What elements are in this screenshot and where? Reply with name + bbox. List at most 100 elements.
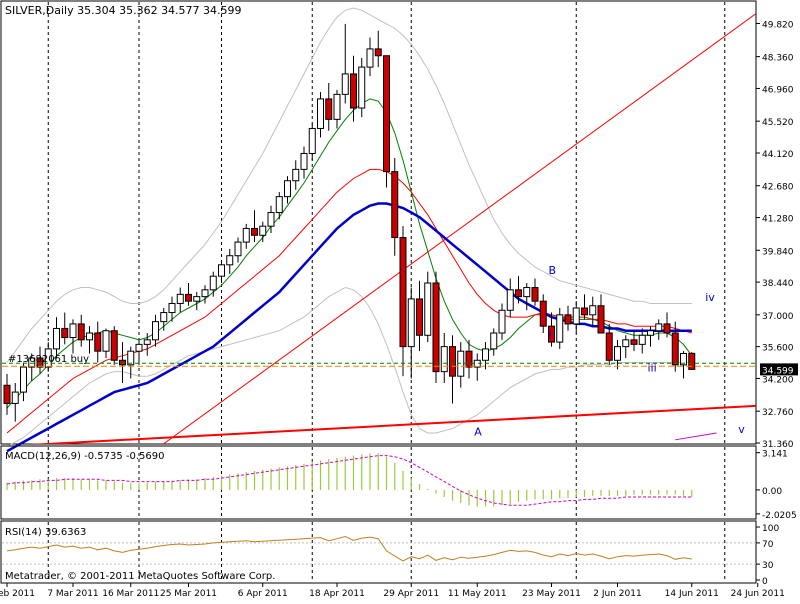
bull-candle bbox=[572, 307, 580, 325]
price-tick-label: 45.520 bbox=[762, 118, 794, 128]
copyright-text: Metatrader, © 2001-2011 MetaQuotes Softw… bbox=[5, 571, 275, 582]
price-tick-label: 34.200 bbox=[762, 375, 794, 385]
rsi-tick-label: 100 bbox=[762, 524, 779, 534]
last-price-label: 34.599 bbox=[762, 366, 794, 376]
bear-candle bbox=[581, 307, 588, 316]
date-tick-label: 25 Mar 2011 bbox=[160, 589, 217, 599]
rsi-grid bbox=[2, 522, 756, 582]
price-tick-label: 39.840 bbox=[762, 247, 794, 257]
bull-candle bbox=[218, 264, 225, 277]
bear-candle bbox=[449, 346, 456, 377]
bollinger-bands bbox=[6, 7, 692, 448]
bull-candle bbox=[28, 357, 36, 368]
candles bbox=[3, 23, 696, 422]
bear-candle bbox=[548, 325, 555, 343]
resistance-trendline bbox=[162, 12, 756, 444]
bear-candle bbox=[94, 332, 102, 352]
bull-candle bbox=[102, 330, 110, 352]
support-trendline bbox=[29, 404, 756, 444]
rsi-title: RSI(14) 39.6363 bbox=[5, 527, 86, 538]
wave-label: A bbox=[474, 425, 482, 438]
bear-candle bbox=[564, 314, 572, 325]
bull-candle bbox=[11, 391, 19, 404]
price-tick-label: 42.680 bbox=[762, 183, 794, 193]
bull-candle bbox=[20, 366, 27, 393]
bull-candle bbox=[589, 305, 597, 316]
bull-candle bbox=[523, 287, 531, 298]
bull-candle bbox=[242, 227, 250, 243]
price-panel-frame bbox=[0, 0, 757, 445]
bull-candle bbox=[69, 323, 77, 339]
rsi-tick-label: 30 bbox=[762, 561, 774, 571]
bull-candle bbox=[168, 302, 176, 314]
bull-candle bbox=[614, 346, 621, 361]
bull-candle bbox=[622, 339, 630, 348]
bear-candle bbox=[383, 55, 390, 173]
date-tick-label: 2 Jun 2011 bbox=[593, 589, 641, 599]
bear-candle bbox=[688, 352, 696, 370]
bull-candle bbox=[482, 348, 489, 361]
bull-candle bbox=[647, 330, 654, 336]
macd-title: MACD(12,26,9) -0.5735 -0.5690 bbox=[5, 451, 165, 462]
bear-candle bbox=[391, 171, 399, 239]
macd-panel-frame bbox=[0, 445, 757, 520]
macd-axis: 3.141 0.00 -2.0205 bbox=[756, 450, 797, 521]
date-tick-label: 24 Jun 2011 bbox=[731, 589, 785, 599]
price-tick-label: 35.600 bbox=[762, 344, 794, 354]
bear-candle bbox=[416, 298, 423, 336]
bull-candle bbox=[366, 48, 374, 68]
bull-candle bbox=[193, 296, 201, 302]
price-tick-label: 37.000 bbox=[762, 312, 794, 322]
wave-label: B bbox=[549, 264, 557, 277]
bull-candle bbox=[300, 152, 308, 170]
bull-candle bbox=[424, 282, 432, 336]
bear-candle bbox=[605, 332, 613, 361]
macd-histogram bbox=[6, 453, 693, 507]
bull-candle bbox=[317, 98, 324, 129]
macd-panel: 3.141 0.00 -2.0205 MACD(12,26,9) -0.5735 -… bbox=[0, 445, 797, 521]
price-grid bbox=[47, 2, 726, 443]
order-lines: 34.599 bbox=[2, 362, 798, 376]
date-tick-label: 23 May 2011 bbox=[522, 589, 581, 599]
rsi-line bbox=[6, 535, 692, 562]
bull-candle bbox=[160, 312, 168, 323]
bear-candle bbox=[350, 73, 357, 109]
bear-candle bbox=[671, 332, 679, 366]
bull-candle bbox=[284, 180, 291, 198]
bull-candle bbox=[655, 323, 663, 332]
date-tick-label: 6 Apr 2011 bbox=[238, 589, 288, 599]
price-tick-label: 41.280 bbox=[762, 215, 794, 225]
bear-candle bbox=[110, 330, 118, 361]
bear-candle bbox=[3, 384, 11, 404]
bull-candle bbox=[86, 332, 93, 341]
bull-candle bbox=[358, 66, 366, 109]
bull-candle bbox=[143, 339, 151, 345]
trendlines bbox=[29, 12, 756, 444]
bull-candle bbox=[292, 168, 300, 182]
bollinger-lower-line bbox=[6, 286, 692, 448]
bull-candle bbox=[556, 314, 564, 343]
bear-candle bbox=[515, 289, 522, 298]
bull-candle bbox=[490, 332, 498, 350]
bollinger-upper-line bbox=[6, 7, 692, 363]
order-label: #13682061 buy bbox=[8, 354, 89, 365]
last-price-tag bbox=[760, 363, 798, 376]
date-tick-label: 18 Apr 2011 bbox=[309, 589, 365, 599]
bull-candle bbox=[638, 334, 646, 345]
bull-candle bbox=[267, 212, 275, 227]
price-tick-label: 48.360 bbox=[762, 54, 794, 64]
price-tick-label: 44.120 bbox=[762, 150, 794, 160]
bull-candle bbox=[333, 93, 341, 120]
bull-candle bbox=[234, 241, 242, 257]
wave-label: iv bbox=[705, 291, 715, 304]
rsi-tick-label: 0 bbox=[762, 577, 768, 587]
bull-candle bbox=[498, 309, 506, 334]
bull-candle bbox=[308, 127, 316, 154]
date-tick-label: 29 Apr 2011 bbox=[383, 589, 439, 599]
rsi-panel-frame bbox=[0, 520, 757, 584]
bear-candle bbox=[597, 305, 605, 334]
